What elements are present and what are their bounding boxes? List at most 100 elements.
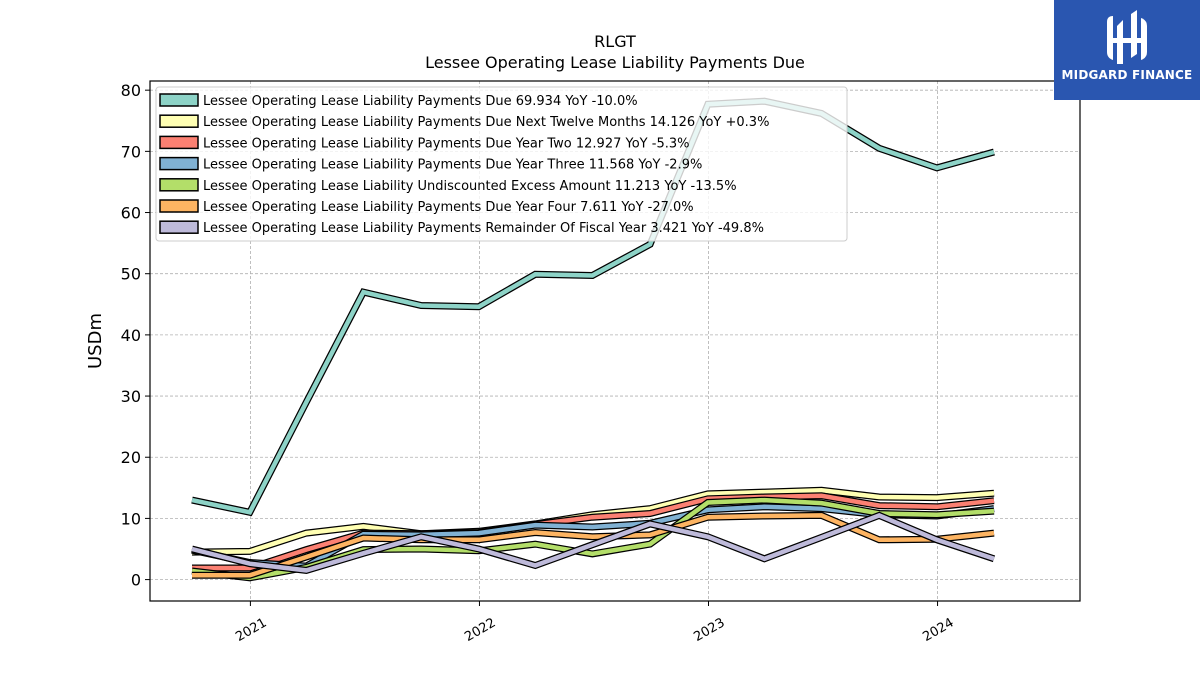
data-point [993, 532, 995, 534]
data-point [936, 506, 938, 508]
data-point [993, 558, 995, 560]
data-point [649, 543, 651, 545]
data-point [993, 500, 995, 502]
data-point [420, 304, 422, 306]
data-point [191, 574, 193, 576]
data-point [993, 492, 995, 494]
data-point [191, 548, 193, 550]
data-point [878, 147, 880, 149]
x-tick-label: 2022 [462, 615, 498, 645]
legend-label: Lessee Operating Lease Liability Payment… [203, 200, 694, 215]
data-point [249, 563, 251, 565]
data-point [763, 558, 765, 560]
legend-swatch [159, 93, 199, 107]
data-point [591, 536, 593, 538]
data-point [878, 539, 880, 541]
data-point [362, 525, 364, 527]
legend-swatch [159, 199, 199, 213]
series-line [191, 98, 995, 515]
data-point [249, 550, 251, 552]
data-point [820, 514, 822, 516]
data-point [649, 512, 651, 514]
legend-box [155, 86, 848, 242]
brand-mark-icon [1107, 10, 1147, 64]
plot-frame [149, 80, 1081, 602]
data-point [820, 502, 822, 504]
data-point [936, 539, 938, 541]
data-point [649, 534, 651, 536]
data-point [820, 495, 822, 497]
data-point [936, 167, 938, 169]
data-point [478, 532, 480, 534]
data-point [591, 516, 593, 518]
data-point [878, 504, 880, 506]
data-point [591, 553, 593, 555]
data-point [191, 499, 193, 501]
data-point [649, 243, 651, 245]
series-line [192, 513, 995, 578]
data-point [534, 273, 536, 275]
data-point [534, 564, 536, 566]
series-line [192, 493, 995, 571]
y-tick-label: 70 [121, 142, 141, 161]
y-tick-label: 80 [121, 81, 141, 100]
data-point [763, 491, 765, 493]
x-tick-label: 2024 [920, 615, 956, 645]
data-point [534, 531, 536, 533]
data-point [478, 548, 480, 550]
legend-swatch [159, 135, 199, 150]
legend-swatch [159, 156, 199, 171]
data-point [249, 511, 251, 513]
series-lines [191, 97, 996, 582]
legend-swatch [159, 114, 199, 128]
data-point [420, 548, 422, 550]
data-point [362, 552, 364, 554]
data-point [993, 510, 995, 512]
data-point [820, 536, 822, 538]
data-point [936, 496, 938, 498]
data-point [362, 291, 364, 293]
data-point [305, 548, 307, 550]
data-point [707, 516, 709, 518]
y-tick-label: 10 [121, 509, 141, 528]
data-point [478, 306, 480, 308]
data-point [249, 574, 251, 576]
data-point [936, 514, 938, 516]
legend: Lessee Operating Lease Liability Payment… [155, 86, 848, 242]
data-point [820, 489, 822, 491]
legend-label: Lessee Operating Lease Liability Payment… [203, 158, 702, 173]
y-tick-label: 30 [121, 387, 141, 406]
data-point [362, 537, 364, 539]
data-point [820, 507, 822, 509]
data-point [763, 515, 765, 517]
data-point [763, 506, 765, 508]
axis-ticks: 0 10 20 30 40 50 60 70 80 2021 2022 2023 2024 [121, 81, 957, 645]
brand-logo: MIDGARD FINANCE [1054, 0, 1200, 100]
y-tick-label: 20 [121, 448, 141, 467]
data-point [305, 556, 307, 558]
brand-name: MIDGARD FINANCE [1061, 68, 1193, 82]
data-point [534, 543, 536, 545]
data-point [878, 514, 880, 516]
y-axis-label: USDm [85, 313, 106, 369]
y-tick-label: 40 [121, 326, 141, 345]
data-point [763, 499, 765, 501]
legend-swatch [159, 178, 199, 192]
data-point [591, 526, 593, 528]
data-point [878, 496, 880, 498]
data-point [534, 524, 536, 526]
legend-swatch [159, 220, 199, 234]
data-point [649, 507, 651, 509]
y-tick-label: 60 [121, 204, 141, 223]
chart-subtitle: Lessee Operating Lease Liability Payment… [425, 53, 805, 72]
legend-label: Lessee Operating Lease Liability Payment… [203, 136, 689, 151]
data-point [591, 274, 593, 276]
legend-label: Lessee Operating Lease Liability Undisco… [203, 179, 737, 194]
data-point [591, 544, 593, 546]
chart-title: RLGT [594, 32, 636, 51]
legend-label: Lessee Operating Lease Liability Payment… [203, 221, 764, 236]
data-point [420, 536, 422, 538]
data-point [707, 509, 709, 511]
data-point [305, 532, 307, 534]
